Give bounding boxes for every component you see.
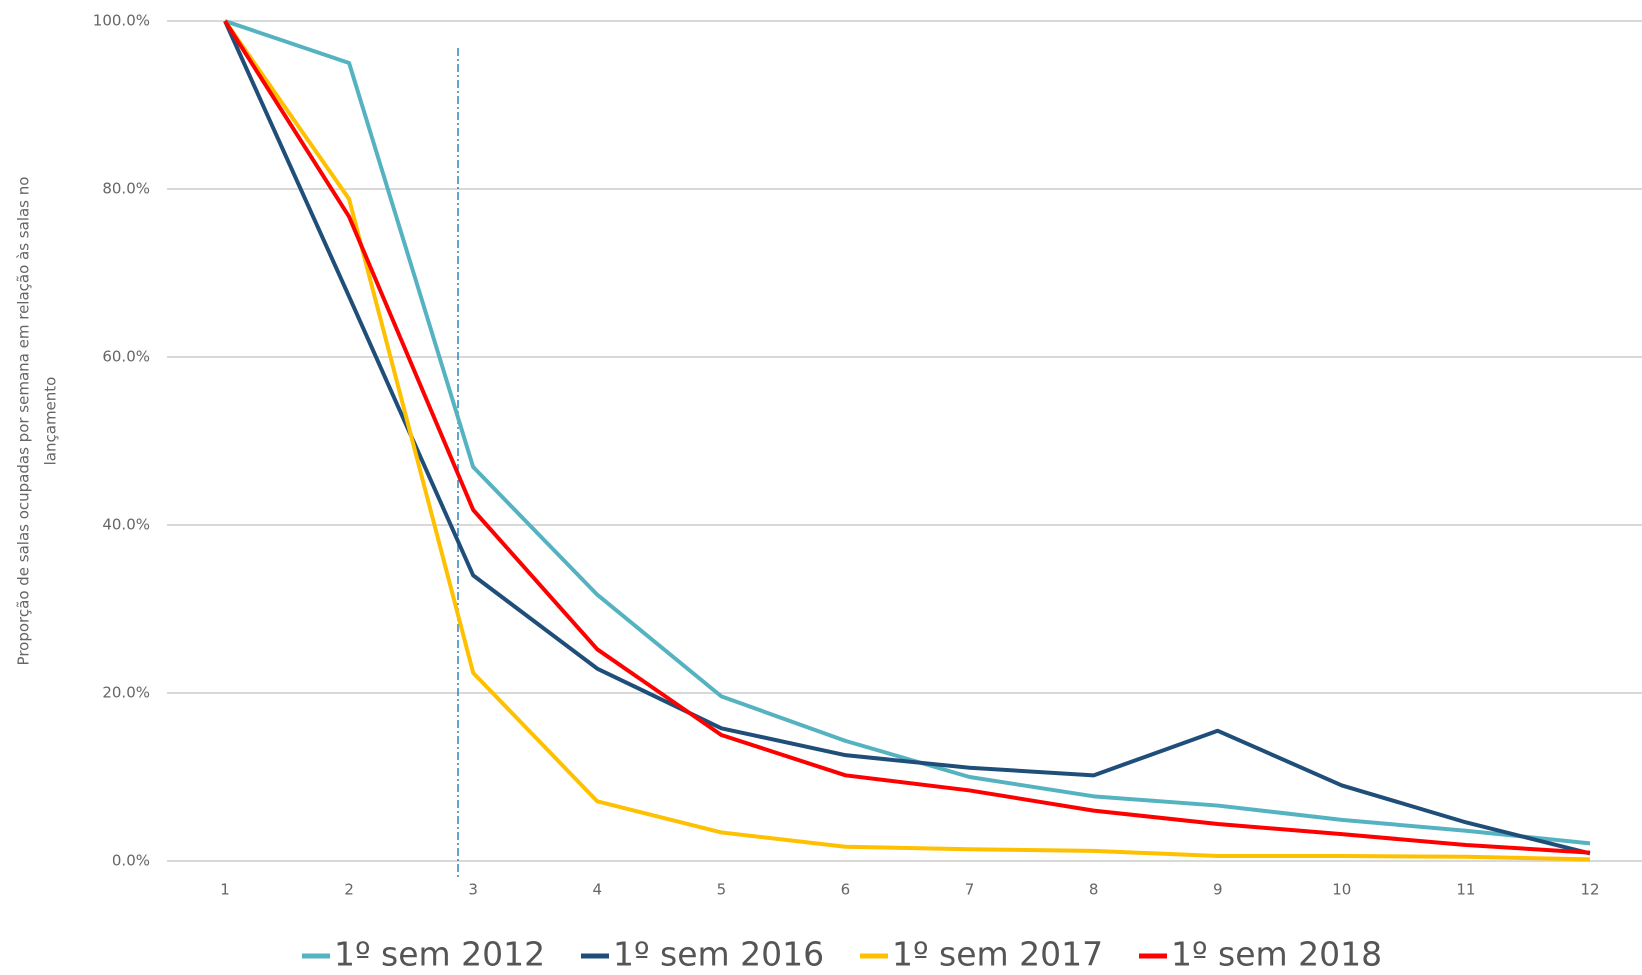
x-tick-label: 2	[344, 881, 354, 899]
series-line	[223, 19, 1591, 862]
x-tick-label: 9	[1213, 881, 1223, 899]
series-line	[223, 19, 1591, 855]
y-tick-label: 20.0%	[102, 684, 150, 702]
x-tick-label: 11	[1456, 881, 1475, 899]
series-line	[224, 19, 1591, 846]
legend-label: 1º sem 2012	[334, 935, 545, 974]
y-tick-label: 60.0%	[102, 348, 150, 366]
x-tick-label: 4	[592, 881, 602, 899]
y-tick-label: 100.0%	[93, 12, 150, 30]
x-tick-label: 3	[468, 881, 478, 899]
y-axis-label: lançamento	[42, 377, 60, 466]
y-axis-label: Proporção de salas ocupadas por semana e…	[15, 177, 33, 666]
x-tick-label: 10	[1332, 881, 1351, 899]
x-tick-label: 5	[717, 881, 727, 899]
x-tick-label: 12	[1580, 881, 1599, 899]
y-tick-label: 80.0%	[102, 180, 150, 198]
series-line	[223, 20, 1591, 856]
legend-label: 1º sem 2017	[892, 935, 1103, 974]
x-tick-label: 6	[841, 881, 851, 899]
plot: 0.0%20.0%40.0%60.0%80.0%100.0%1 2 3 4 5 6 7 8 9 1…	[15, 12, 1600, 974]
legend-label: 1º sem 2016	[613, 935, 824, 974]
x-tick-label: 1	[220, 881, 230, 899]
y-tick-label: 0.0%	[112, 852, 150, 870]
legend-label: 1º sem 2018	[1171, 935, 1382, 974]
x-tick-label: 8	[1089, 881, 1099, 899]
x-tick-label: 7	[965, 881, 975, 899]
y-tick-label: 40.0%	[102, 516, 150, 534]
